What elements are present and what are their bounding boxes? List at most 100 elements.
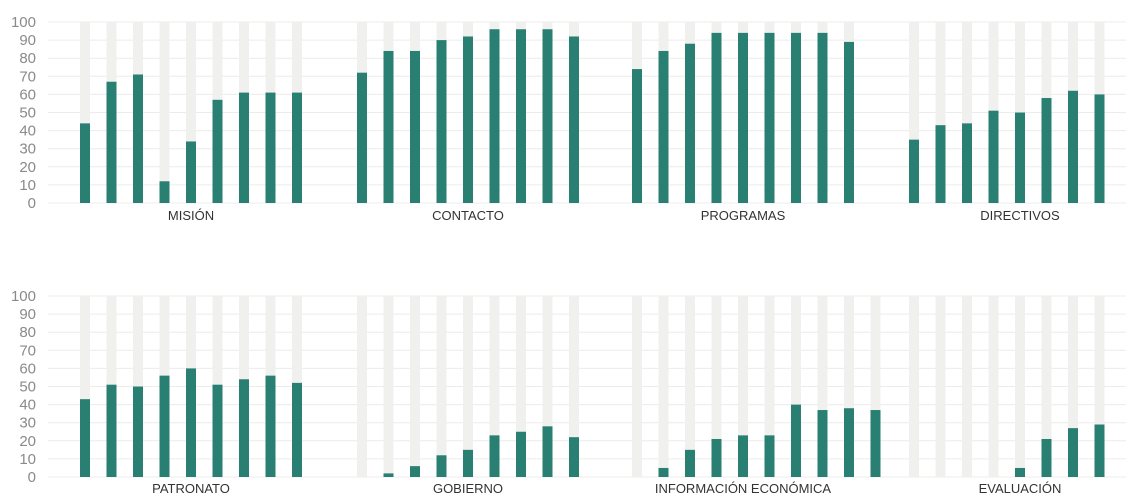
bar-track <box>463 296 473 477</box>
bar-track <box>962 22 972 203</box>
bar <box>133 74 143 204</box>
bar <box>265 375 276 477</box>
bar <box>764 32 775 203</box>
y-tick-label: 30 <box>19 141 36 158</box>
bar-track <box>711 296 722 477</box>
bar <box>186 368 196 477</box>
bar <box>569 437 579 477</box>
bar <box>1041 98 1052 203</box>
bar-track <box>909 296 919 477</box>
bar <box>658 50 669 204</box>
bar <box>1094 424 1105 477</box>
bar-track <box>436 296 447 477</box>
bar <box>106 81 117 203</box>
bar <box>685 43 695 203</box>
bar <box>711 32 722 203</box>
y-tick-label: 0 <box>28 195 36 212</box>
bar <box>239 379 249 477</box>
bar <box>844 408 854 477</box>
y-tick-label: 70 <box>19 68 36 85</box>
bar-track <box>962 296 972 477</box>
category-label: EVALUACIÓN <box>979 481 1062 495</box>
bar <box>357 72 367 204</box>
bar-track <box>685 296 695 477</box>
bar-track <box>632 296 642 477</box>
bar <box>909 139 919 203</box>
y-tick-label: 60 <box>19 86 36 103</box>
bar <box>410 50 420 204</box>
bar <box>791 32 801 203</box>
bar <box>383 50 394 204</box>
bar <box>658 467 669 477</box>
bar <box>292 92 302 203</box>
bar <box>410 466 420 477</box>
bar-track <box>357 296 367 477</box>
category-label: PATRONATO <box>152 481 230 495</box>
y-tick-label: 100 <box>11 288 36 305</box>
bar <box>1068 90 1078 203</box>
bar <box>436 455 447 477</box>
bar-track <box>791 296 801 477</box>
category-label: MISIÓN <box>168 208 214 223</box>
y-tick-label: 100 <box>11 14 36 31</box>
category-label: INFORMACIÓN ECONÓMICA <box>655 481 832 495</box>
y-tick-label: 50 <box>19 105 36 122</box>
y-tick-label: 70 <box>19 342 36 359</box>
y-tick-label: 10 <box>19 177 36 194</box>
bar <box>632 69 642 203</box>
bar-track <box>410 296 420 477</box>
bar <box>106 384 117 477</box>
bar <box>738 435 748 477</box>
bar <box>463 36 473 204</box>
y-tick-label: 50 <box>19 379 36 396</box>
bar-track <box>516 296 526 477</box>
bar-track <box>935 22 946 203</box>
y-tick-label: 20 <box>19 159 36 176</box>
bar <box>542 29 553 203</box>
bar-track <box>988 296 999 477</box>
y-tick-label: 60 <box>19 360 36 377</box>
bar-track <box>935 296 946 477</box>
bar <box>489 29 500 203</box>
bar <box>516 29 526 203</box>
bar-track <box>817 296 828 477</box>
category-label: CONTACTO <box>432 208 504 223</box>
y-tick-label: 80 <box>19 50 36 67</box>
bar <box>292 382 302 477</box>
bar <box>436 40 447 203</box>
bar-track <box>909 22 919 203</box>
bar-track <box>159 22 170 203</box>
y-tick-label: 80 <box>19 324 36 341</box>
bar-track <box>80 296 90 477</box>
y-tick-label: 90 <box>19 306 36 323</box>
category-label: DIRECTIVOS <box>980 208 1060 223</box>
y-tick-label: 40 <box>19 123 36 140</box>
bar <box>738 32 748 203</box>
bar <box>569 36 579 204</box>
bar <box>1015 112 1025 203</box>
bar <box>791 404 801 477</box>
bar <box>817 410 828 477</box>
bar <box>186 141 196 203</box>
y-tick-label: 90 <box>19 32 36 49</box>
bar <box>935 125 946 203</box>
bar-track <box>569 296 579 477</box>
bar <box>1015 467 1025 477</box>
bar <box>870 410 881 477</box>
bar <box>542 426 553 477</box>
bar <box>80 399 90 477</box>
bar <box>516 431 526 477</box>
bar-track <box>1015 296 1025 477</box>
bar <box>844 41 854 203</box>
bar <box>239 92 249 203</box>
category-label: PROGRAMAS <box>701 208 786 223</box>
y-tick-label: 0 <box>28 469 36 486</box>
bar-track <box>542 296 553 477</box>
bar-track <box>738 296 748 477</box>
bar <box>817 32 828 203</box>
bar <box>489 435 500 477</box>
bar-track <box>186 22 196 203</box>
bar-track <box>870 296 881 477</box>
bar <box>1068 428 1078 477</box>
